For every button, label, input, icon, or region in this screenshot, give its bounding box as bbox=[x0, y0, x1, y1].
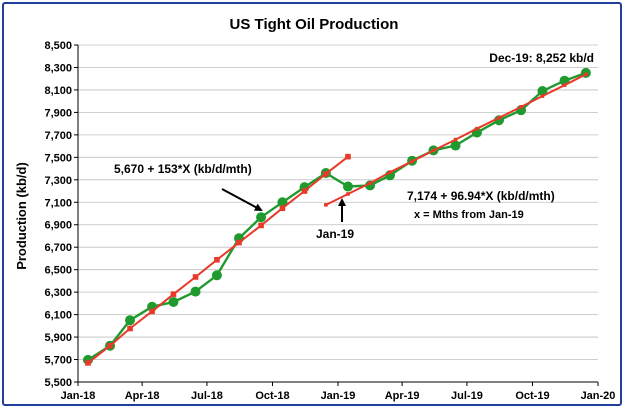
y-tick-label: 6,700 bbox=[44, 242, 72, 254]
data-point bbox=[125, 315, 135, 326]
x-axis-ticks: Jan-18 Apr-18 Jul-18 Oct-18 Jan-19 Apr-19 Jul-… bbox=[61, 382, 616, 402]
x-tick-label: Jan-18 bbox=[61, 390, 96, 402]
series-3 bbox=[324, 72, 588, 207]
plot-area bbox=[78, 45, 598, 382]
data-point bbox=[107, 342, 113, 349]
x-tick-label: Apr-19 bbox=[385, 390, 420, 402]
data-point bbox=[324, 203, 328, 207]
data-point bbox=[168, 297, 179, 308]
data-point bbox=[214, 256, 220, 263]
data-point bbox=[388, 170, 392, 174]
annotation-label: 5,670 + 153*X (kb/d/mth) bbox=[114, 162, 252, 176]
data-point bbox=[149, 308, 155, 315]
data-point bbox=[365, 180, 376, 191]
series-2 bbox=[85, 153, 351, 366]
data-point bbox=[537, 86, 548, 97]
chart-title: US Tight Oil Production bbox=[230, 16, 399, 33]
x-tick-label: Oct-19 bbox=[515, 390, 549, 402]
data-point bbox=[170, 291, 177, 297]
data-point bbox=[450, 140, 461, 151]
data-point bbox=[540, 94, 545, 98]
annotation-label: Jan-19 bbox=[316, 227, 354, 241]
x-tick-label: Jan-20 bbox=[581, 390, 616, 402]
trend-arrow bbox=[221, 188, 263, 211]
x-tick-label: Jan-19 bbox=[321, 390, 356, 402]
y-tick-label: 7,100 bbox=[44, 197, 72, 209]
y-tick-label: 7,900 bbox=[44, 107, 72, 119]
y-tick-label: 6,100 bbox=[44, 310, 72, 322]
data-point bbox=[475, 126, 479, 131]
annotation-label: 7,174 + 96.94*X (kb/d/mth) bbox=[407, 189, 555, 203]
data-point bbox=[431, 148, 436, 153]
data-point bbox=[277, 197, 288, 208]
data-point bbox=[368, 181, 372, 185]
data-point bbox=[211, 270, 222, 281]
chart-frame: US Tight Oil Production 5,500 5,700 5,900 6… bbox=[2, 2, 622, 406]
data-point bbox=[519, 105, 523, 109]
data-point bbox=[562, 83, 567, 88]
annotation-label: Dec-19: 8,252 kb/d bbox=[489, 51, 594, 65]
y-tick-label: 7,500 bbox=[44, 152, 72, 164]
data-point bbox=[190, 286, 201, 297]
y-tick-label: 5,900 bbox=[44, 332, 72, 344]
y-tick-label: 6,500 bbox=[44, 265, 72, 277]
series-layer bbox=[82, 67, 591, 366]
y-tick-label: 7,700 bbox=[44, 130, 72, 142]
data-point bbox=[497, 115, 501, 120]
y-tick-label: 8,500 bbox=[44, 40, 72, 52]
x-tick-label: Jul-18 bbox=[191, 390, 223, 402]
x-tick-label: Apr-18 bbox=[125, 390, 160, 402]
y-tick-label: 8,100 bbox=[44, 85, 72, 97]
data-point bbox=[279, 205, 286, 212]
y-tick-label: 5,700 bbox=[44, 355, 72, 367]
y-tick-label: 7,300 bbox=[44, 175, 72, 187]
x-tick-label: Jul-19 bbox=[451, 390, 483, 402]
data-point bbox=[410, 159, 414, 164]
data-point bbox=[301, 188, 308, 194]
data-point bbox=[192, 274, 199, 280]
y-tick-label: 5,500 bbox=[44, 377, 72, 389]
data-point bbox=[256, 212, 267, 223]
data-point bbox=[342, 181, 353, 192]
x-tick-label: Oct-18 bbox=[255, 390, 289, 402]
data-point bbox=[127, 325, 133, 332]
data-point bbox=[584, 72, 588, 77]
y-tick-label: 6,300 bbox=[44, 287, 72, 299]
data-point bbox=[323, 171, 329, 177]
data-point bbox=[258, 222, 264, 229]
chart-svg: US Tight Oil Production 5,500 5,700 5,900 6… bbox=[14, 16, 616, 402]
data-point bbox=[345, 153, 351, 160]
plot-background bbox=[78, 45, 598, 382]
data-point bbox=[236, 239, 242, 246]
data-point bbox=[85, 360, 91, 366]
data-point bbox=[346, 192, 350, 196]
annotations: Dec-19: 8,252 kb/d 5,670 + 153*X (kb/d/mt… bbox=[114, 51, 594, 241]
y-tick-label: 6,900 bbox=[44, 220, 72, 232]
y-tick-label: 8,300 bbox=[44, 62, 72, 74]
y-axis-label: Production (kb/d) bbox=[14, 162, 29, 270]
data-point bbox=[493, 115, 504, 126]
y-axis-ticks: 5,500 5,700 5,900 6,100 6,300 6,500 6,700 6,900… bbox=[44, 40, 78, 389]
data-point bbox=[453, 137, 458, 142]
annotation-label: x = Mths from Jan-19 bbox=[414, 209, 524, 221]
